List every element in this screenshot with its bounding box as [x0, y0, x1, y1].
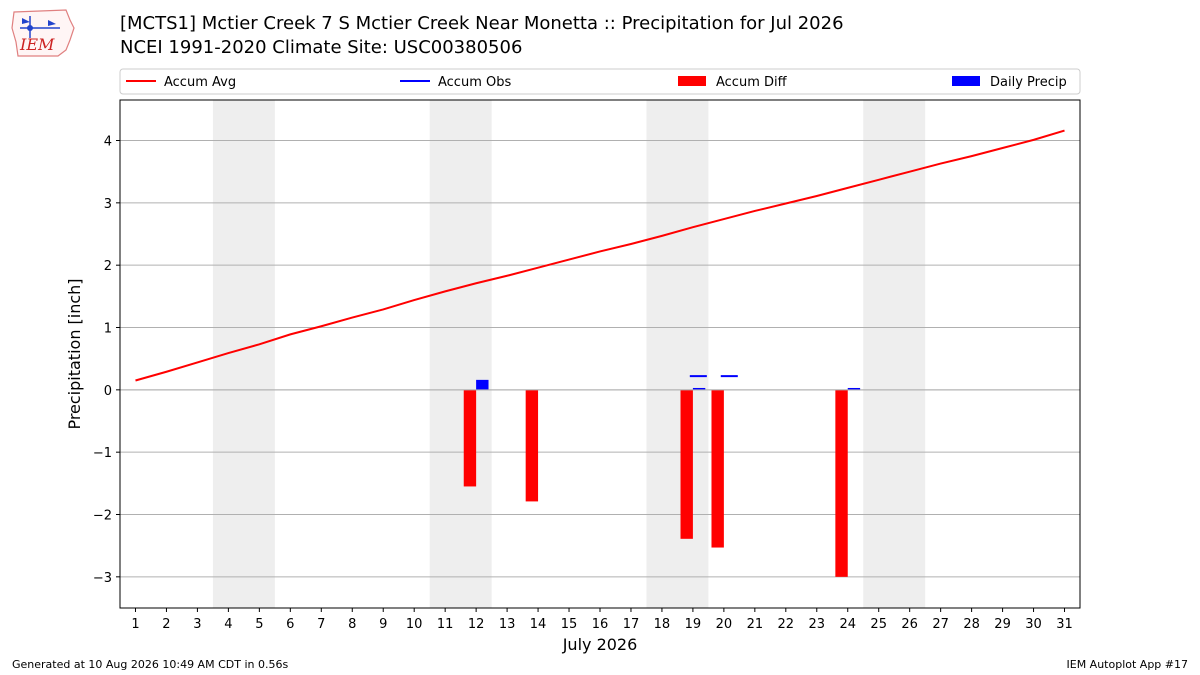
plot-frame — [119, 99, 1081, 609]
daily-precip-bar — [692, 387, 706, 390]
accum-avg-line — [135, 129, 1065, 382]
y-tick-label: −3 — [93, 571, 112, 586]
x-tick-label: 23 — [809, 617, 826, 632]
x-tick-label: 19 — [685, 617, 702, 632]
x-tick-label: 10 — [406, 617, 423, 632]
y-tick-label: 3 — [104, 197, 112, 212]
y-tick-label: 4 — [104, 135, 112, 150]
x-tick-label: 29 — [994, 617, 1011, 632]
svg-text:IEM: IEM — [19, 35, 55, 54]
weekend-shade — [429, 100, 492, 608]
x-tick-label: 27 — [932, 617, 949, 632]
x-tick-label: 2 — [162, 617, 170, 632]
y-tick-label: 0 — [104, 384, 112, 399]
x-tick-label: 3 — [193, 617, 201, 632]
generated-timestamp: Generated at 10 Aug 2026 10:49 AM CDT in… — [12, 658, 289, 671]
x-tick-label: 1 — [131, 617, 139, 632]
app-label: IEM Autoplot App #17 — [1066, 658, 1189, 671]
accum-diff-bar — [835, 389, 848, 577]
x-tick-label: 14 — [530, 617, 547, 632]
accum-diff-bar — [525, 389, 539, 502]
x-tick-label: 18 — [654, 617, 671, 632]
x-tick-label: 30 — [1025, 617, 1042, 632]
x-tick-label: 17 — [623, 617, 640, 632]
x-tick-label: 5 — [255, 617, 263, 632]
daily-precip-bar — [847, 387, 861, 390]
y-tick-label: 1 — [104, 322, 112, 337]
x-tick-label: 26 — [901, 617, 918, 632]
legend-label: Accum Diff — [716, 75, 788, 90]
weekend-shade — [646, 100, 709, 608]
legend-label: Daily Precip — [990, 75, 1067, 90]
x-tick-label: 4 — [224, 617, 232, 632]
legend-swatch-daily-precip — [952, 76, 980, 86]
legend-swatch-accum-diff — [678, 76, 706, 86]
x-tick-label: 24 — [839, 617, 856, 632]
x-tick-label: 6 — [286, 617, 294, 632]
daily-precip-bar — [476, 379, 489, 390]
iem-logo-icon: IEM — [11, 9, 75, 57]
x-tick-label: 8 — [348, 617, 356, 632]
y-tick-label: 2 — [104, 259, 112, 274]
x-tick-label: 7 — [317, 617, 325, 632]
legend-box — [119, 68, 1081, 95]
y-axis-label: Precipitation [inch] — [65, 278, 84, 429]
x-tick-label: 9 — [379, 617, 387, 632]
x-tick-label: 11 — [437, 617, 454, 632]
x-tick-label: 22 — [778, 617, 795, 632]
weekend-shade — [863, 100, 926, 608]
x-tick-label: 21 — [747, 617, 764, 632]
x-tick-label: 31 — [1056, 617, 1073, 632]
legend-label: Accum Avg — [164, 75, 236, 90]
x-tick-label: 20 — [716, 617, 733, 632]
y-tick-label: −1 — [93, 446, 112, 461]
accum-diff-bar — [463, 389, 477, 487]
x-tick-label: 16 — [592, 617, 609, 632]
x-tick-label: 12 — [468, 617, 485, 632]
x-tick-label: 13 — [499, 617, 516, 632]
chart-subtitle: NCEI 1991-2020 Climate Site: USC00380506 — [120, 37, 523, 58]
x-tick-label: 15 — [561, 617, 578, 632]
x-axis-label: July 2026 — [562, 635, 638, 654]
legend-label: Accum Obs — [438, 75, 511, 90]
accum-diff-bar — [711, 389, 724, 548]
accum-diff-bar — [680, 389, 693, 539]
x-tick-label: 25 — [870, 617, 887, 632]
x-tick-label: 28 — [963, 617, 980, 632]
chart-title: [MCTS1] Mctier Creek 7 S Mctier Creek Ne… — [120, 13, 844, 34]
y-tick-label: −2 — [93, 509, 112, 524]
